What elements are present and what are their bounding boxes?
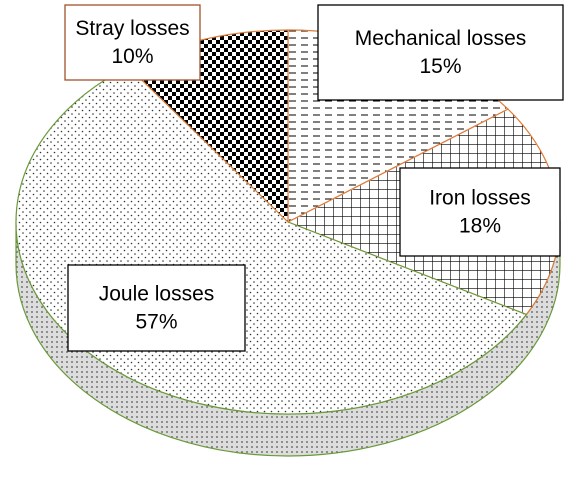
value-label: 15%: [419, 55, 461, 78]
label-box: [67, 264, 246, 352]
label-box: [64, 4, 201, 81]
value-label: 10%: [111, 45, 153, 68]
label-box: [399, 167, 561, 257]
value-label: 57%: [135, 311, 177, 334]
category-label: Joule losses: [99, 283, 215, 306]
labels: Mechanical losses 15% Iron losses 18% Joule …: [64, 4, 564, 352]
label-box: [317, 4, 564, 101]
category-label: Stray losses: [75, 17, 189, 40]
category-label: Iron losses: [429, 187, 531, 210]
value-label: 18%: [459, 215, 501, 238]
category-label: Mechanical losses: [355, 27, 527, 50]
